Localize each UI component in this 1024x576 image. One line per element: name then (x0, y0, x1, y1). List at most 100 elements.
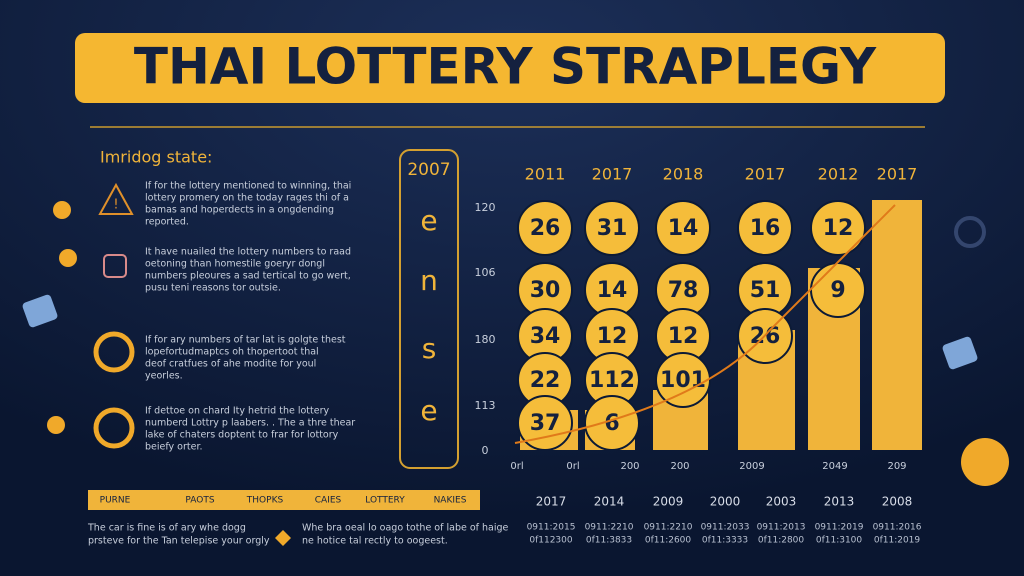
ring-icon (93, 407, 135, 449)
item-text: beiefy orter. (145, 442, 203, 453)
column-year: 2012 (818, 165, 859, 184)
label-strip (88, 490, 480, 510)
item-text: numbers pleoures a sad tertical to go we… (145, 271, 351, 282)
item-text: If for the lottery mentioned to winning,… (145, 181, 351, 192)
ball-number: 16 (750, 216, 781, 241)
title-banner (75, 33, 945, 103)
strip-label: PAOTS (185, 496, 214, 506)
panel-letter: e (420, 394, 437, 427)
spade-icon (275, 530, 291, 546)
panel-letter: n (420, 264, 438, 297)
number-ball (584, 395, 640, 451)
item-text: lottery promery on the today rages thi o… (145, 193, 349, 204)
ball-number: 112 (589, 368, 635, 393)
footer-code: 0911:2015 (527, 523, 576, 533)
footer-code: 0911:2019 (815, 523, 864, 533)
note-text: The car is fine is of ary whe dogg (87, 523, 246, 534)
item-text: reported. (145, 217, 189, 228)
item-text: yeorles. (145, 371, 183, 382)
item-text: numberd Lottry p laabers. . The a thre t… (145, 418, 355, 429)
number-ball (655, 352, 711, 408)
decor (53, 201, 71, 219)
number-ball (517, 200, 573, 256)
x-label: 200 (620, 461, 639, 472)
decor (961, 438, 1009, 486)
ball-number: 101 (660, 368, 706, 393)
ring-icon (93, 331, 135, 373)
strip-label: NAKIES (434, 496, 467, 506)
strip-label: CAIES (315, 496, 342, 506)
warning-mark: ! (113, 198, 118, 213)
section-heading: Imridog state: (100, 148, 212, 167)
footer-year: 2000 (710, 495, 741, 509)
ball-number: 51 (750, 278, 781, 303)
decor (59, 249, 77, 267)
panel-letter: s (422, 332, 437, 365)
item-text: lopefortudmaptcs oh thopertoot thal (145, 347, 319, 358)
column-year: 2017 (877, 165, 918, 184)
number-ball (810, 200, 866, 256)
footer-code: 0911:2016 (873, 523, 922, 533)
footer-code: 0f11:2600 (645, 536, 692, 546)
footer-year: 2014 (594, 495, 625, 509)
footer-code: 0911:2210 (585, 523, 634, 533)
item-text: If for ary numbers of tar lat is golgte … (145, 335, 346, 346)
ball-number: 31 (597, 216, 628, 241)
strip-label: LOTTERY (365, 496, 405, 506)
footer-code: 0911:2210 (644, 523, 693, 533)
ball-number: 9 (830, 278, 845, 303)
ball-number: 6 (604, 411, 619, 436)
title: THAI LOTTERY STRAPLEGY (134, 38, 877, 96)
bar (872, 200, 922, 450)
note-text: Whe bra oeal lo oago tothe of labe of ha… (302, 523, 509, 534)
axis-label: 113 (475, 399, 496, 412)
footer-year: 2017 (536, 495, 567, 509)
item-text: pusu teni reasons tor outsie. (145, 283, 281, 294)
ball-number: 14 (668, 216, 699, 241)
ball-number: 12 (668, 324, 699, 349)
panel-label: 2007 (407, 160, 450, 180)
item-text: If dettoe on chard Ity hetrid the lotter… (145, 406, 329, 417)
footer-code: 0f11:2019 (874, 536, 921, 546)
ball-number: 12 (823, 216, 854, 241)
item-text: lake of chaters doptent to frar for lott… (145, 430, 339, 441)
trend-curve (514, 204, 896, 444)
footer-code: 0f11:3833 (586, 536, 632, 546)
ball-number: 34 (530, 324, 561, 349)
footer-code: 0911:2013 (757, 523, 806, 533)
ball-number: 14 (597, 278, 628, 303)
item-text: bamas and hoperdects in a ongdending (145, 205, 334, 216)
footer-year: 2009 (653, 495, 684, 509)
ball-number: 22 (530, 368, 561, 393)
footer-year: 2003 (766, 495, 797, 509)
decor (47, 416, 65, 434)
axis-label: 106 (475, 266, 496, 279)
year-panel (399, 149, 459, 469)
x-label: 2009 (739, 461, 764, 472)
x-label: 209 (887, 461, 906, 472)
ball-number: 12 (597, 324, 628, 349)
ball-number: 78 (668, 278, 699, 303)
axis-label: 120 (475, 201, 496, 214)
column-year: 2018 (663, 165, 704, 184)
ball-number: 30 (530, 278, 561, 303)
footer-year: 2008 (882, 495, 913, 509)
number-ball (737, 200, 793, 256)
number-ball (655, 200, 711, 256)
warning-icon (98, 182, 134, 215)
x-label: 0rl (510, 461, 523, 472)
column-year: 2017 (745, 165, 786, 184)
item-text: deof cratfues of ahe modite for youl (145, 359, 316, 370)
panel-letter: e (420, 204, 437, 237)
robot-icon (103, 254, 127, 278)
decor (942, 336, 978, 370)
decor (22, 294, 58, 328)
note-text: ne hotice tal rectly to oogeest. (302, 536, 448, 547)
item-text: oetoning than homestile goeryr dongl (145, 259, 325, 270)
footer-year: 2013 (824, 495, 855, 509)
column-year: 2011 (525, 165, 566, 184)
footer-code: 0f11:3333 (702, 536, 748, 546)
ball-number: 26 (530, 216, 561, 241)
axis-label: 0 (482, 444, 489, 457)
